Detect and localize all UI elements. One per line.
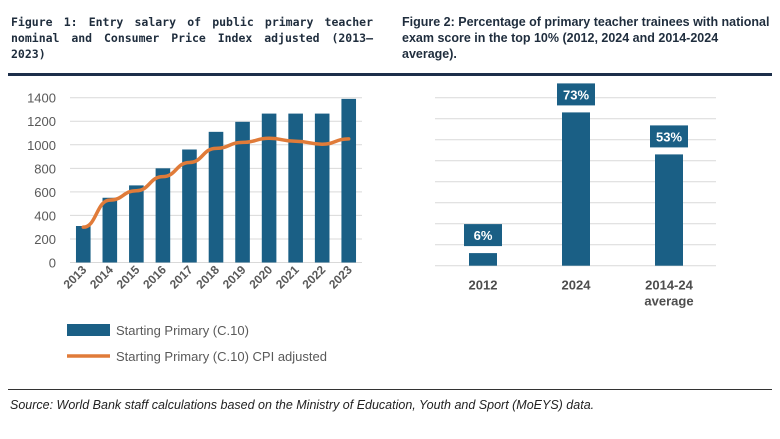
x-tick-label: 2017	[167, 262, 196, 291]
data-label: 73%	[563, 87, 589, 102]
bar-2020	[261, 113, 277, 263]
data-label-box	[650, 125, 688, 148]
bar-2015	[129, 185, 144, 263]
x-tick-label: 2023	[326, 262, 355, 291]
bar-2021	[288, 113, 303, 263]
legend-swatch-bar	[67, 324, 110, 336]
x-tick-label: 2022	[300, 262, 329, 291]
x-tick-label: 2021	[273, 262, 302, 291]
y-tick-label: 0	[49, 256, 56, 271]
data-label: 6%	[474, 228, 493, 243]
x-tick-label: 2019	[220, 262, 249, 291]
bar-2016	[155, 168, 171, 263]
data-label-box	[557, 83, 595, 106]
footer-rule	[8, 389, 772, 390]
bar-2013	[75, 226, 91, 263]
header-rule	[8, 73, 772, 76]
y-tick-label: 1000	[27, 138, 56, 153]
x-tick-label: 2015	[114, 262, 143, 291]
y-tick-label: 600	[34, 185, 56, 200]
data-label-box	[464, 224, 502, 247]
bar-2018	[208, 131, 224, 263]
y-tick-label: 1400	[27, 91, 56, 106]
x-tick-label: 2013	[61, 262, 90, 291]
bar-2022	[314, 113, 330, 263]
bar-2017	[182, 149, 197, 263]
bar-2024	[562, 112, 590, 266]
y-tick-label: 800	[34, 161, 56, 176]
data-label: 53%	[656, 129, 682, 144]
x-tick-label: average	[644, 294, 693, 309]
y-tick-label: 400	[34, 208, 56, 223]
figure1-title: Figure 1: Entry salary of public primary…	[11, 15, 373, 61]
figure2-title: Figure 2: Percentage of primary teacher …	[402, 15, 770, 61]
bar-2023	[341, 98, 357, 263]
source-note: Source: World Bank staff calculations ba…	[10, 398, 595, 412]
x-tick-label: 2024	[562, 278, 592, 293]
x-tick-label: 2020	[246, 262, 275, 291]
x-tick-label: 2014-24	[645, 278, 693, 293]
y-tick-label: 200	[34, 232, 56, 247]
legend-label-bar: Starting Primary (C.10)	[116, 323, 249, 338]
x-tick-label: 2012	[469, 278, 498, 293]
x-tick-label: 2016	[140, 262, 169, 291]
bar-2014	[102, 197, 118, 263]
bar-2014-24 average	[655, 154, 683, 266]
bar-2019	[235, 121, 250, 263]
cpi-adjusted-line	[81, 136, 351, 229]
x-tick-label: 2018	[193, 262, 222, 291]
x-tick-label: 2014	[87, 262, 116, 291]
bar-2012	[469, 253, 497, 266]
legend-label-line: Starting Primary (C.10) CPI adjusted	[116, 349, 327, 364]
y-tick-label: 1200	[27, 114, 56, 129]
